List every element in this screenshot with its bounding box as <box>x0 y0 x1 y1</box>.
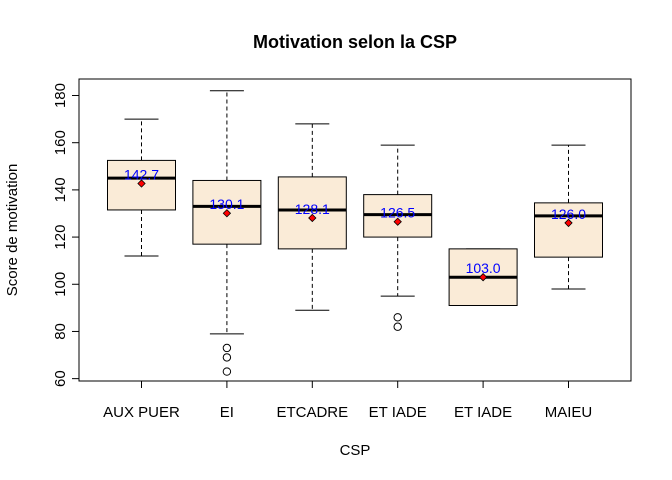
outlier-point <box>222 367 232 376</box>
y-tick-label: 100 <box>52 272 69 297</box>
box <box>534 202 603 258</box>
x-tick-label: ET IADE <box>369 404 427 421</box>
mean-label: 130.1 <box>209 196 244 212</box>
x-tick-label: ETCADRE <box>276 404 348 421</box>
boxes: 142.7 130.1 128.1 126.5 103.0 126.0 <box>107 90 603 376</box>
x-axis-label: CSP <box>340 442 371 459</box>
mean-marker <box>222 209 232 218</box>
y-tick-label: 180 <box>52 83 69 108</box>
box-group: 130.1 <box>192 90 262 376</box>
mean-label: 126.0 <box>551 206 586 222</box>
box-group: 128.1 <box>277 123 347 311</box>
mean-label: 126.5 <box>380 205 415 221</box>
y-tick-label: 60 <box>52 370 69 387</box>
y-tick-label: 160 <box>52 130 69 155</box>
box <box>277 176 347 250</box>
x-tick-label: ET IADE <box>454 404 512 421</box>
mean-label: 103.0 <box>466 260 501 276</box>
mean-marker <box>478 273 488 282</box>
chart-title: Motivation selon la CSP <box>253 32 457 52</box>
x-tick-label: MAIEU <box>545 404 593 421</box>
y-tick-label: 120 <box>52 225 69 250</box>
x-axis: AUX PUER EI ETCADRE ET IADE ET IADE MAIEU <box>103 380 593 421</box>
mean-marker <box>564 218 573 228</box>
mean-label: 128.1 <box>295 201 330 217</box>
box-group: 142.7 <box>107 118 176 257</box>
y-tick-label: 80 <box>52 323 69 340</box>
x-tick-label: AUX PUER <box>103 404 180 421</box>
outlier-point <box>393 313 402 322</box>
box-group: 126.0 <box>534 144 603 290</box>
mean-marker <box>137 179 146 188</box>
outlier-point <box>222 353 232 362</box>
x-tick-label: EI <box>220 404 234 421</box>
outlier-point <box>222 343 232 353</box>
box-group: 103.0 <box>448 248 518 306</box>
mean-label: 142.7 <box>124 167 159 183</box>
y-axis-label: Score de motivation <box>4 164 21 297</box>
y-tick-label: 140 <box>52 177 69 202</box>
outlier-point <box>393 322 402 331</box>
mean-marker <box>393 217 402 226</box>
mean-marker <box>308 213 317 223</box>
y-axis: 60 80 100 120 140 160 180 <box>52 83 80 387</box>
box-group: 126.5 <box>363 144 433 331</box>
